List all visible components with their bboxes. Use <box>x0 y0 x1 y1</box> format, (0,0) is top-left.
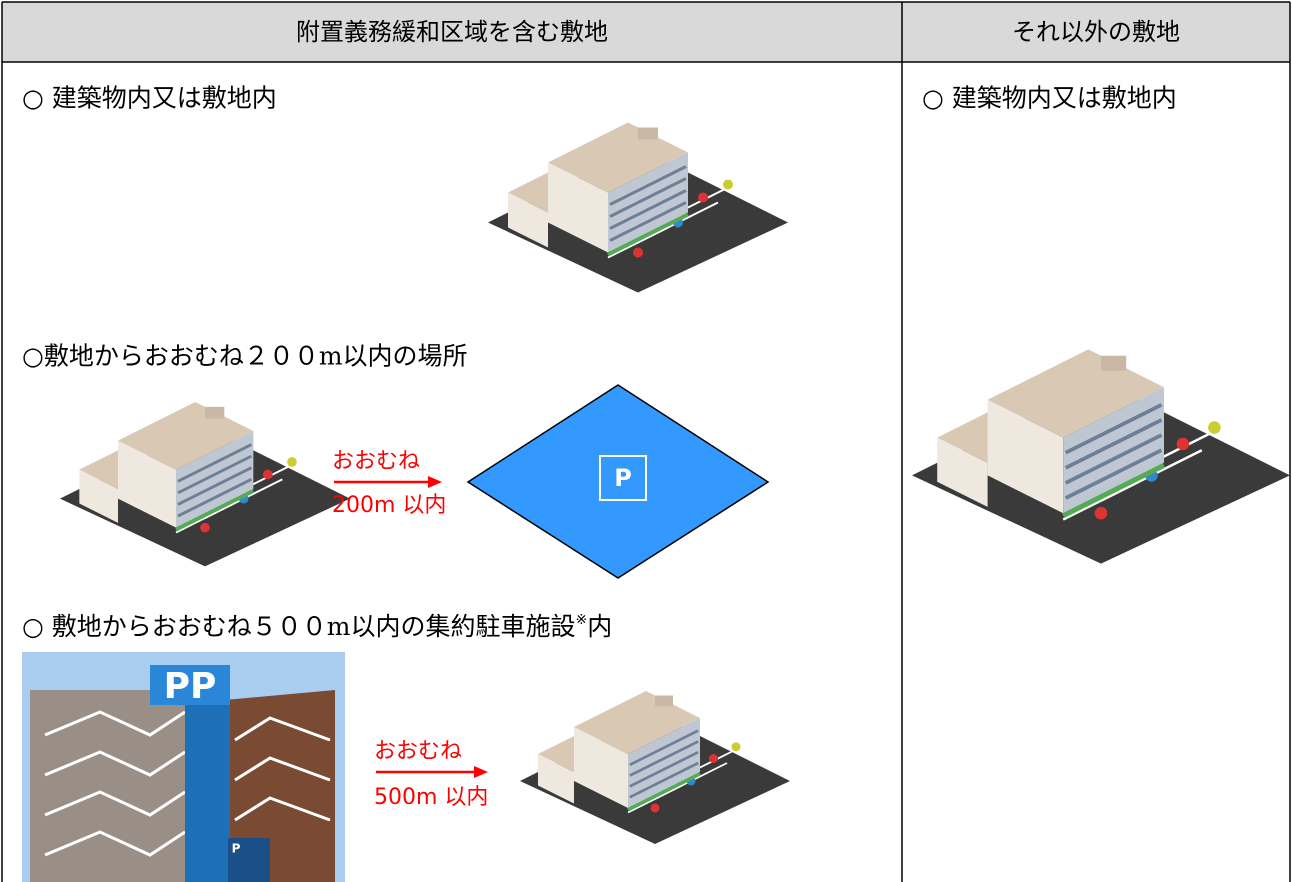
arrow-head <box>428 476 442 488</box>
note-mark: ※ <box>575 612 587 628</box>
parking-area <box>466 384 770 579</box>
header-bg <box>2 2 1290 62</box>
building-image <box>912 349 1290 563</box>
arrow-head <box>474 766 488 778</box>
building-image <box>520 691 790 844</box>
text-part: 内 <box>587 612 612 641</box>
arrow-label: おおむね <box>332 449 420 474</box>
parking-garage-image <box>22 652 345 882</box>
text-part: ○ 敷地からおおむね５００m以内の集約駐車施設 <box>22 612 575 641</box>
small-sign-text: P <box>232 842 241 856</box>
tower-sign-text: PP <box>164 666 217 707</box>
parking-sign-text: P <box>614 464 632 492</box>
building-image <box>488 123 788 293</box>
item-text: ○ 建築物内又は敷地内 <box>22 84 277 113</box>
arrow-label: おおむね <box>374 739 462 764</box>
item-text: ○ 建築物内又は敷地内 <box>922 84 1177 113</box>
building-image <box>60 402 350 566</box>
header-cell: それ以外の敷地 <box>1012 18 1180 46</box>
item-text: ○ 敷地からおおむね５００m以内の集約駐車施設※内 <box>22 612 612 641</box>
arrow-label: 500m 以内 <box>374 785 488 810</box>
item-text: ○敷地からおおむね２００m以内の場所 <box>22 342 468 371</box>
header-cell: 附置義務緩和区域を含む敷地 <box>296 18 608 46</box>
arrow-label: 200m 以内 <box>332 493 446 518</box>
parking-sign <box>599 455 647 501</box>
